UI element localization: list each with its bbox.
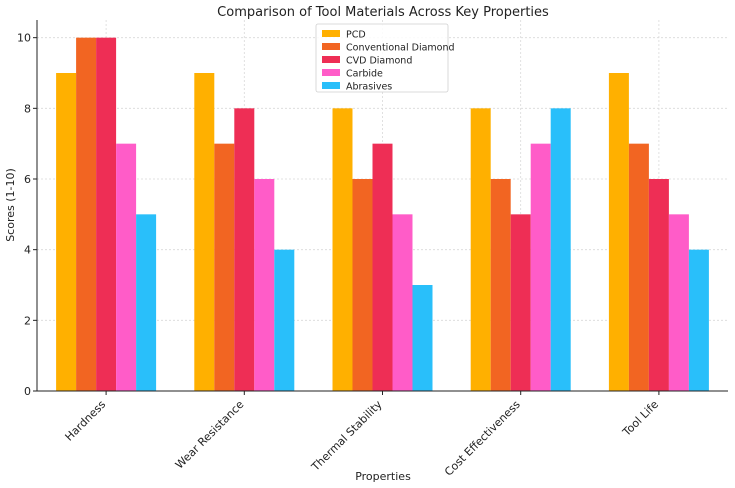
x-axis-label: Properties [355, 470, 411, 483]
legend-swatch [322, 69, 340, 76]
x-tick-label: Thermal Stability [308, 398, 385, 475]
y-tick-label: 0 [24, 385, 31, 398]
bar-cvd-diamond [372, 143, 393, 391]
bar-carbide [254, 179, 275, 391]
bar-carbide [668, 214, 689, 391]
x-tick-label: Wear Resistance [173, 398, 247, 472]
legend-label: PCD [346, 30, 366, 41]
bar-abrasives [688, 249, 709, 391]
bar-conventional-diamond [214, 143, 235, 391]
bar-cvd-diamond [96, 37, 117, 392]
bar-abrasives [274, 249, 295, 391]
bar-cvd-diamond [234, 108, 255, 391]
legend-swatch [322, 82, 340, 89]
bar-pcd [194, 73, 215, 391]
legend-label: Abrasives [346, 82, 392, 93]
y-tick-label: 2 [24, 314, 31, 327]
legend: PCD Conventional Diamond CVD Diamond Carbid… [315, 23, 455, 93]
y-tick-label: 6 [24, 173, 31, 186]
bar-conventional-diamond [490, 179, 511, 391]
bar-pcd [470, 108, 491, 391]
y-ticks: 0 2 4 6 8 10 [17, 32, 37, 398]
y-tick-label: 8 [24, 102, 31, 115]
y-tick-label: 4 [24, 244, 31, 257]
x-tick-label: Hardness [63, 398, 109, 444]
legend-swatch [322, 43, 340, 50]
legend-swatch [322, 56, 340, 63]
bar-conventional-diamond [628, 143, 649, 391]
bar-conventional-diamond [76, 37, 97, 392]
x-tick-label: Tool Life [620, 398, 662, 440]
bar-conventional-diamond [352, 179, 373, 391]
bar-cvd-diamond [510, 214, 531, 391]
bar-carbide [116, 143, 137, 391]
y-tick-label: 10 [17, 32, 31, 45]
bar-pcd [608, 73, 629, 391]
legend-frame [315, 23, 449, 93]
bars [56, 37, 709, 392]
bar-carbide [392, 214, 413, 391]
x-ticks: Hardness Wear Resistance Thermal Stability… [63, 391, 662, 479]
bar-abrasives [136, 214, 157, 391]
bar-pcd [56, 73, 77, 391]
bar-cvd-diamond [648, 179, 669, 391]
legend-swatch [322, 30, 340, 37]
bar-carbide [530, 143, 551, 391]
legend-label: CVD Diamond [346, 56, 412, 67]
legend-label: Conventional Diamond [346, 43, 455, 54]
bar-abrasives [412, 285, 433, 391]
legend-label: Carbide [346, 69, 383, 80]
bar-pcd [332, 108, 353, 391]
chart-title: Comparison of Tool Materials Across Key … [217, 5, 549, 20]
x-tick-label: Cost Effectiveness [442, 398, 523, 479]
bar-abrasives [550, 108, 571, 391]
y-axis-label: Scores (1-10) [4, 168, 17, 242]
